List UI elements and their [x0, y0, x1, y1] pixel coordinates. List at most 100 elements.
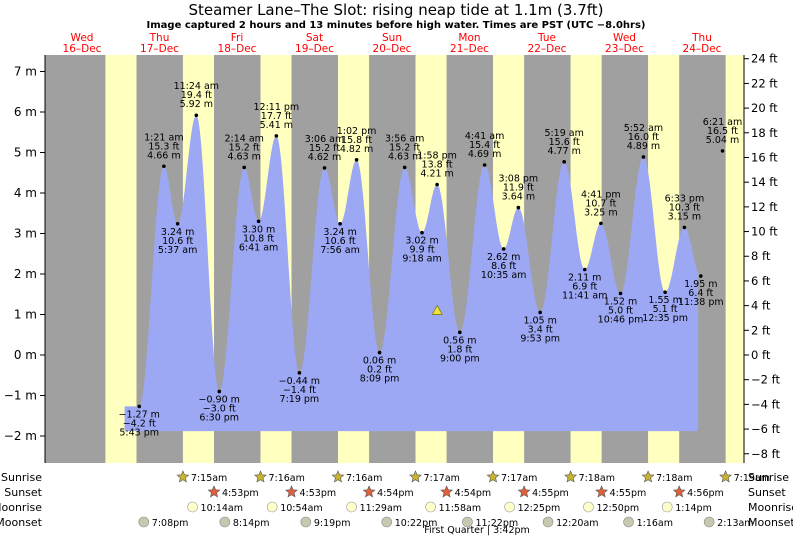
tide-label-2: 1.8 ft — [447, 344, 472, 355]
tide-label-2: 10.6 ft — [325, 236, 356, 247]
tide-label-3: 9:00 pm — [440, 353, 480, 364]
tide-label-1: 1.05 m — [523, 315, 556, 326]
tide-label-1: 0.56 m — [443, 335, 476, 346]
tide-label-3: 8:09 pm — [360, 374, 400, 385]
tide-label-1: 12:11 pm — [253, 102, 299, 113]
y-tick-label-m: 4 m — [14, 186, 37, 200]
tide-label-1: 3:56 am — [385, 133, 424, 144]
sunset-time: 4:53pm — [300, 488, 337, 499]
y-tick-label-ft: −6 ft — [751, 422, 780, 436]
tide-label-1: 11:24 am — [174, 81, 219, 92]
tide-point — [194, 113, 199, 118]
y-tick-label-m: 5 m — [14, 146, 37, 160]
daylight-band — [725, 55, 744, 463]
tide-label-3: 3.25 m — [584, 207, 617, 218]
day-labels: Wed16–DecThu17–DecFri18–DecSat19–DecSun2… — [63, 32, 722, 55]
tide-label-3: 4.77 m — [547, 146, 580, 157]
sunset-time: 4:56pm — [687, 488, 724, 499]
tide-label-1: 1:21 am — [144, 132, 183, 143]
day-date: 16–Dec — [63, 43, 102, 55]
tide-label-2: 15.2 ft — [309, 143, 340, 154]
tide-label-1: 5:19 am — [544, 128, 583, 139]
row-label-right-moonset: Moonset — [748, 516, 793, 529]
sunset-icon — [595, 485, 609, 498]
row-label-moonrise: Moonrise — [0, 501, 42, 514]
tide-label-3: 10:35 am — [481, 270, 526, 281]
moonset-icon — [703, 516, 715, 528]
tide-point — [720, 149, 725, 153]
sunrise-time: 7:15am — [191, 473, 227, 484]
tide-label-1: 2.62 m — [487, 252, 520, 263]
day-name: Sat — [306, 32, 323, 44]
tide-label-1: 0.06 m — [363, 356, 396, 367]
tide-label-1: −1.27 m — [119, 409, 160, 420]
tide-point — [599, 221, 603, 226]
daylight-band — [105, 55, 137, 463]
tide-point — [618, 291, 623, 296]
moonrise-icon — [346, 501, 357, 513]
tide-point — [501, 247, 506, 251]
sunrise-icon — [176, 470, 190, 483]
sunset-icon — [517, 485, 531, 498]
tide-point — [420, 230, 424, 235]
moonset-time: 11:22pm — [475, 518, 518, 529]
tide-label-3: 7:56 am — [320, 245, 359, 256]
row-label-moonset: Moonset — [0, 516, 43, 529]
tide-label-3: 5.41 m — [260, 120, 293, 131]
tide-label-1: 3:06 am — [305, 134, 344, 145]
tide-label-1: 1.95 m — [684, 279, 717, 290]
tide-label-1: 1:02 pm — [337, 126, 377, 137]
tide-label-1: 3.24 m — [323, 227, 356, 238]
sunrise-icon — [331, 470, 345, 483]
moonset-icon — [542, 516, 554, 528]
tide-point — [377, 350, 382, 355]
row-label-sunrise: Sunrise — [1, 471, 42, 484]
tide-label-2: −4.2 ft — [123, 418, 156, 429]
day-name: Mon — [458, 32, 480, 44]
tide-label-2: 16.0 ft — [628, 132, 659, 143]
tide-label-2: 13.8 ft — [422, 159, 453, 170]
tide-label-3: 7:19 pm — [280, 394, 320, 405]
tide-label-2: 15.2 ft — [389, 142, 420, 153]
moonrise-icon — [187, 501, 198, 513]
tide-label-1: 1.52 m — [604, 296, 637, 307]
moonset-time: 1:16am — [637, 518, 673, 529]
chart-subtitle: Image captured 2 hours and 13 minutes be… — [147, 20, 646, 31]
moonrise-icon — [425, 501, 436, 513]
tide-point — [137, 404, 142, 409]
tide-label-3: 11:41 am — [562, 291, 607, 302]
day-name: Tue — [537, 32, 556, 44]
y-tick-label-ft: 8 ft — [751, 249, 771, 263]
tide-label-2: 17.7 ft — [261, 111, 292, 122]
tide-point — [538, 310, 542, 315]
sunset-icon — [440, 485, 454, 498]
tide-label-2: 10.7 ft — [585, 198, 616, 209]
day-name: Sun — [382, 32, 402, 44]
tide-label-3: 4.62 m — [308, 152, 341, 163]
sunrise-time: 7:17am — [501, 473, 537, 484]
row-label-sunset: Sunset — [4, 486, 42, 499]
tide-label-2: 15.3 ft — [148, 141, 179, 152]
tide-point — [242, 165, 247, 170]
y-axis-meters: 7 m 6 m 5 m 4 m 3 m 2 m 1 m 0 m −1 m −2 m — [4, 55, 46, 463]
moonset-icon — [300, 516, 312, 528]
tide-label-3: 5:43 pm — [119, 427, 159, 438]
tide-label-1: 6:33 pm — [665, 193, 705, 204]
sunset-icon — [207, 485, 221, 498]
tide-point — [162, 164, 166, 169]
tide-point — [582, 267, 587, 272]
y-tick-label-m: 2 m — [14, 267, 37, 281]
tide-label-1: 4:41 pm — [581, 189, 621, 200]
y-axis-feet: 24 ft 22 ft 20 ft 18 ft 16 ft 14 ft 12 ft 10 ft… — [743, 52, 780, 463]
tide-point — [338, 221, 342, 226]
moonrise-time: 12:50pm — [596, 503, 639, 514]
tide-label-3: 6:41 am — [239, 242, 278, 253]
y-tick-label-ft: 18 ft — [751, 126, 778, 140]
moonset-time: 10:22pm — [395, 518, 438, 529]
sunrise-icon — [564, 470, 578, 483]
y-tick-label-ft: 0 ft — [751, 348, 771, 362]
y-tick-label-ft: 10 ft — [751, 225, 778, 239]
sunrise-icon — [254, 470, 267, 483]
y-tick-label-ft: 6 ft — [751, 274, 771, 288]
